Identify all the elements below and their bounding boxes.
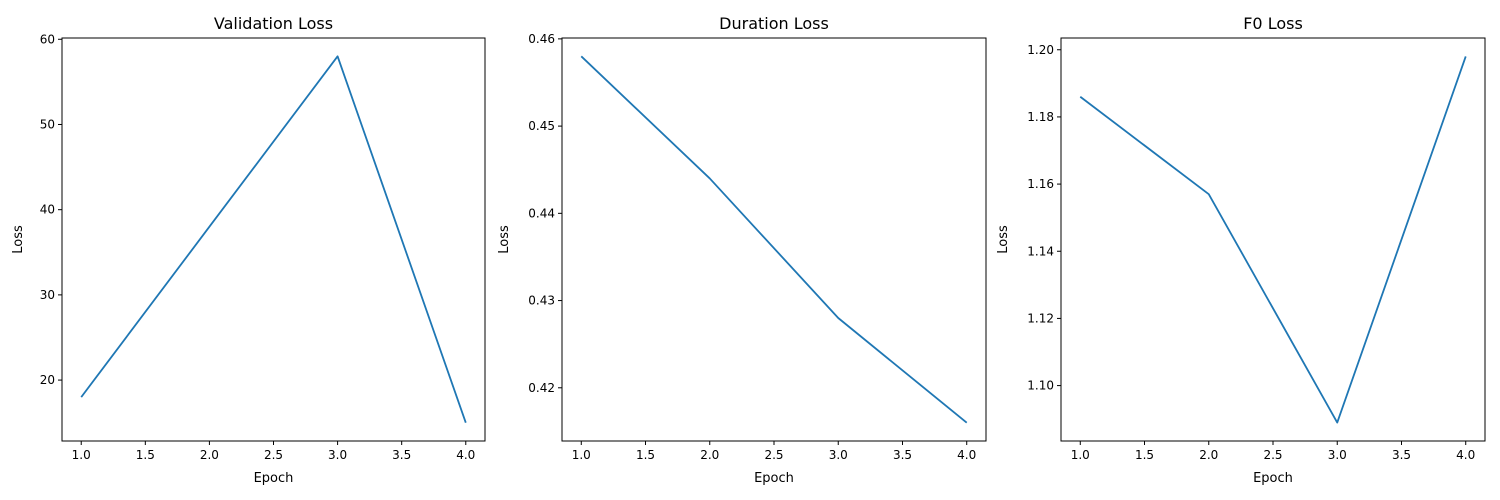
series-line (1079, 56, 1467, 424)
x-tick-label: 3.5 (893, 448, 912, 462)
chart-title: Duration Loss (719, 14, 829, 33)
x-tick-label: 3.5 (392, 448, 411, 462)
y-axis-label: Loss (996, 225, 1011, 254)
x-tick-label: 3.0 (829, 448, 848, 462)
x-tick-label: 3.5 (1392, 448, 1411, 462)
x-tick-label: 2.0 (200, 448, 219, 462)
y-tick-label: 1.16 (1027, 177, 1054, 191)
y-tick-label: 1.20 (1027, 43, 1054, 57)
x-tick-label: 1.5 (136, 448, 155, 462)
y-tick-label: 0.43 (528, 294, 555, 308)
chart-title: F0 Loss (1243, 14, 1303, 33)
x-tick-label: 1.0 (72, 448, 91, 462)
y-tick-label: 1.14 (1027, 244, 1054, 258)
y-tick-label: 0.42 (528, 381, 555, 395)
x-tick-label: 1.0 (1071, 448, 1090, 462)
x-tick-label: 1.5 (636, 448, 655, 462)
y-axis-label: Loss (11, 225, 26, 254)
y-tick-label: 50 (40, 117, 55, 131)
chart-title: Validation Loss (214, 14, 333, 33)
y-tick-label: 0.45 (528, 119, 555, 133)
x-tick-label: 2.0 (1199, 448, 1218, 462)
y-axis-label: Loss (497, 225, 512, 254)
x-tick-label: 4.0 (1456, 448, 1475, 462)
y-tick-label: 0.44 (528, 206, 555, 220)
subplot-2: Duration Loss 1.0 1.5 2.0 2.5 3.0 3.5 4.0 0.42 0.… (497, 14, 987, 486)
y-tick-label: 20 (40, 373, 55, 387)
x-tick-label: 2.0 (700, 448, 719, 462)
series-line (80, 55, 467, 423)
axes-frame (1060, 37, 1486, 442)
x-tick-label: 1.0 (572, 448, 591, 462)
x-tick-label: 2.5 (264, 448, 283, 462)
y-tick-label: 60 (40, 32, 55, 46)
x-tick-label: 2.5 (1263, 448, 1282, 462)
y-tick-label: 0.46 (528, 32, 555, 46)
y-tick-label: 30 (40, 288, 55, 302)
x-tick-label: 4.0 (456, 448, 475, 462)
x-tick-label: 3.0 (1328, 448, 1347, 462)
axes-frame (61, 37, 486, 442)
x-axis-label: Epoch (1253, 471, 1293, 486)
y-tick-label: 1.12 (1027, 311, 1054, 325)
series-line (580, 55, 968, 424)
y-tick-label: 1.18 (1027, 110, 1054, 124)
y-tick-label: 1.10 (1027, 379, 1054, 393)
x-tick-label: 4.0 (957, 448, 976, 462)
x-tick-label: 3.0 (328, 448, 347, 462)
x-tick-label: 2.5 (764, 448, 783, 462)
subplot-3: F0 Loss 1.0 1.5 2.0 2.5 3.0 3.5 4.0 1.10 1.12 1.14… (996, 14, 1486, 486)
x-axis-label: Epoch (754, 471, 794, 486)
y-tick-label: 40 (40, 203, 55, 217)
subplot-1: Validation Loss 1.0 1.5 2.0 2.5 3.0 3.5 4.0 20 30… (11, 14, 486, 486)
x-axis-label: Epoch (254, 471, 294, 486)
x-tick-label: 1.5 (1135, 448, 1154, 462)
